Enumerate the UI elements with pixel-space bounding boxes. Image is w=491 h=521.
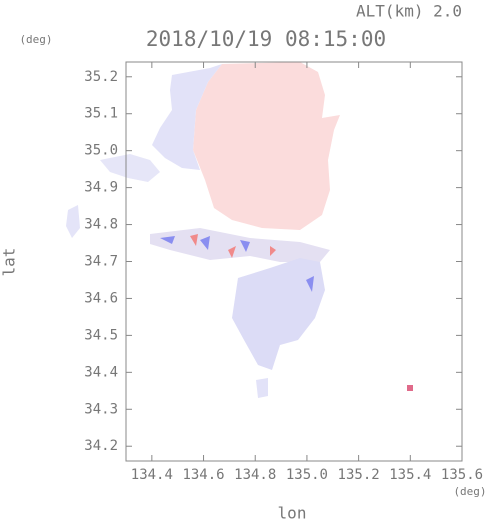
x-unit: (deg)	[453, 485, 486, 498]
x-tick-label: 135.2	[338, 467, 380, 483]
echo-strong	[190, 234, 276, 258]
echo-region	[150, 228, 330, 262]
y-tick-label: 34.7	[84, 254, 118, 270]
x-axis-label: lon	[278, 504, 307, 521]
y-tick-label: 35.2	[84, 69, 118, 85]
echo-point	[407, 385, 413, 391]
y-unit: (deg)	[19, 33, 52, 46]
echo-region	[256, 378, 268, 398]
x-tick-label: 134.6	[182, 467, 224, 483]
echo-region	[193, 62, 340, 230]
echo-region	[66, 205, 80, 238]
y-tick-label: 34.6	[84, 290, 118, 306]
y-tick-label: 34.9	[84, 180, 118, 196]
y-axis-label: lat	[0, 248, 19, 277]
echo-region	[100, 154, 160, 182]
y-tick-label: 35.0	[84, 143, 118, 159]
echo-region	[232, 258, 325, 370]
x-tick-label: 134.8	[234, 467, 276, 483]
y-tick-label: 34.5	[84, 327, 118, 343]
echo-region	[152, 64, 222, 170]
chart-title: 2018/10/19 08:15:00	[146, 27, 386, 51]
x-tick-label: 134.4	[131, 467, 173, 483]
y-tick-label: 34.3	[84, 401, 118, 417]
x-tick-label: 135.6	[441, 467, 483, 483]
y-tick-label: 35.1	[84, 106, 118, 122]
x-tick-label: 135.4	[389, 467, 431, 483]
radar-field	[66, 62, 413, 398]
x-tick-label: 135.0	[286, 467, 328, 483]
y-tick-label: 34.8	[84, 217, 118, 233]
y-tick-label: 34.2	[84, 438, 118, 454]
subtitle: ALT(km) 2.0	[356, 2, 462, 21]
y-tick-label: 34.4	[84, 364, 118, 380]
